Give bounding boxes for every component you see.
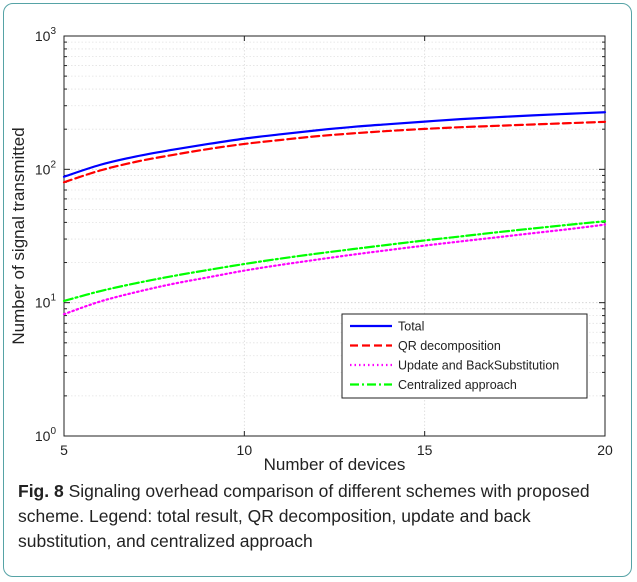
plot-area bbox=[63, 35, 606, 437]
x-tick-label: 10 bbox=[237, 442, 253, 458]
legend-label: QR decomposition bbox=[398, 339, 501, 353]
line-chart: 5 10 15 20 100 101 102 103 Number of devices Nu… bbox=[9, 26, 613, 474]
legend: Total QR decomposition Update and BackSubs… bbox=[341, 313, 588, 399]
figure-caption: Fig. 8 Signaling overhead comparison of … bbox=[18, 479, 618, 554]
y-tick-label: 103 bbox=[35, 26, 57, 44]
y-tick-label: 102 bbox=[35, 159, 57, 177]
legend-label: Update and BackSubstitution bbox=[398, 359, 559, 373]
caption-label: Fig. 8 bbox=[18, 481, 64, 501]
legend-label: Centralized approach bbox=[398, 378, 517, 392]
series-line-centralized-approach bbox=[62, 220, 607, 303]
x-tick-label: 5 bbox=[60, 442, 68, 458]
y-tick-label: 100 bbox=[35, 426, 57, 444]
series-line-qr-decomposition bbox=[62, 120, 607, 184]
x-tick-label: 15 bbox=[417, 442, 433, 458]
y-axis-label: Number of signal transmitted bbox=[9, 127, 28, 344]
legend-box bbox=[341, 313, 588, 399]
legend-label: Total bbox=[398, 320, 424, 334]
x-tick-label: 20 bbox=[597, 442, 613, 458]
x-axis-label: Number of devices bbox=[264, 455, 406, 474]
series-lines bbox=[62, 111, 607, 316]
series-line-total bbox=[62, 111, 607, 178]
series-line-update-and-backsubstitution bbox=[62, 223, 607, 316]
caption-text: Signaling overhead comparison of differe… bbox=[18, 481, 590, 551]
y-tick-label: 101 bbox=[35, 293, 57, 311]
